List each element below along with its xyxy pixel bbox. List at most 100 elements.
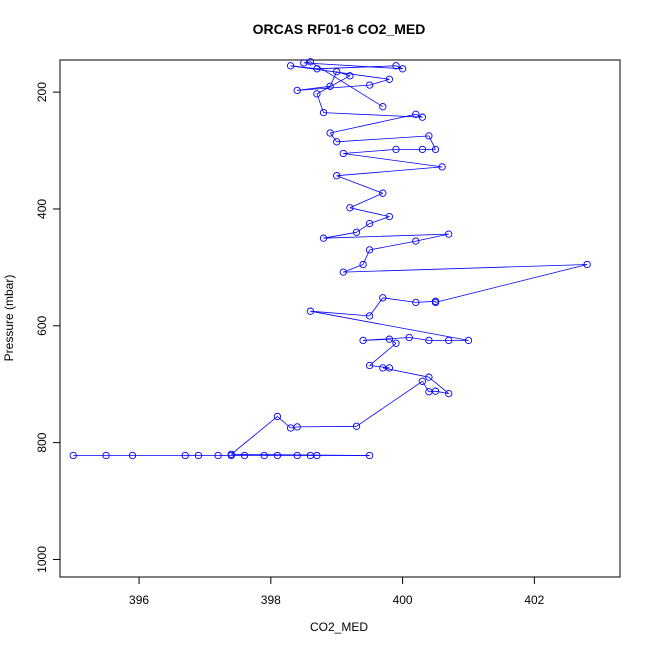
data-point <box>418 113 427 121</box>
series-line-segment <box>329 71 338 87</box>
data-point <box>379 103 387 111</box>
series-line-segment <box>323 112 423 118</box>
series-line-segment <box>310 310 469 341</box>
data-point <box>333 68 341 76</box>
data-point <box>227 450 235 458</box>
x-tick-label: 398 <box>261 593 281 607</box>
x-tick-label: 400 <box>393 593 413 607</box>
series-line-segment <box>389 338 397 344</box>
data-point <box>412 237 420 245</box>
data-point <box>273 412 282 421</box>
data-point <box>365 246 374 254</box>
data-point <box>431 298 440 307</box>
y-tick-label: 800 <box>35 432 49 452</box>
series-line-segment <box>329 132 338 143</box>
data-point <box>346 72 354 80</box>
series-line-segment <box>336 166 443 177</box>
x-axis-label: CO2_MED <box>310 620 368 634</box>
data-point <box>333 172 341 180</box>
series-line-segment <box>336 175 383 194</box>
series-line-segment <box>349 207 390 217</box>
x-tick-label: 402 <box>524 593 544 607</box>
data-point <box>412 110 420 118</box>
series-line-segment <box>369 297 384 317</box>
data-point <box>365 451 374 460</box>
data-point <box>326 82 334 90</box>
data-point <box>319 108 328 117</box>
series-line-segment <box>356 380 423 427</box>
data-point <box>425 373 433 381</box>
series-line-segment <box>310 310 370 317</box>
y-tick-label: 600 <box>35 315 49 335</box>
data-point <box>412 298 420 307</box>
y-tick-label: 400 <box>35 199 49 219</box>
data-point <box>339 149 347 158</box>
series-line-segment <box>382 367 429 378</box>
series-line-segment <box>297 425 357 428</box>
data-point <box>359 336 367 345</box>
x-axis: 396 398 400 402 <box>129 576 545 607</box>
data-point <box>181 451 189 460</box>
data-point <box>385 335 394 343</box>
series-line-segment <box>428 376 449 394</box>
series-line-segment <box>356 223 370 233</box>
data-point <box>69 451 77 460</box>
data-point <box>240 451 249 460</box>
data-point <box>438 163 446 171</box>
series-line-segment <box>277 416 291 429</box>
data-point <box>306 307 315 315</box>
data-point <box>313 65 321 73</box>
data-point <box>293 423 301 431</box>
y-tick-label: 1000 <box>35 546 49 573</box>
series-line-segment <box>290 65 317 70</box>
data-point <box>319 234 328 242</box>
data-point <box>102 451 110 460</box>
data-point <box>365 219 374 228</box>
series-line-segment <box>382 297 416 303</box>
data-point <box>392 62 400 70</box>
data-point <box>431 387 440 395</box>
data-point <box>352 228 361 236</box>
series-line-segment <box>343 264 588 273</box>
data-point <box>379 189 387 197</box>
data-point <box>583 260 591 269</box>
data-point <box>464 336 473 345</box>
data-point <box>405 333 413 342</box>
series-line-segment <box>435 264 588 303</box>
data-point <box>385 212 394 221</box>
series-line-segment <box>336 135 429 143</box>
series-line-segment <box>428 135 436 150</box>
x-tick-label: 396 <box>129 593 149 607</box>
series-line-segment <box>310 61 384 108</box>
series-line-segment <box>349 192 383 209</box>
data-point <box>425 336 433 345</box>
series-line-segment <box>330 113 416 134</box>
data-point <box>418 377 427 385</box>
data-point <box>346 204 354 212</box>
data-point <box>385 75 394 83</box>
data-point <box>313 451 321 460</box>
data-point <box>365 81 374 89</box>
data-point <box>431 145 440 154</box>
series-line-segment <box>369 342 397 366</box>
series-line-segment <box>343 153 443 168</box>
y-axis-label: Pressure (mbar) <box>2 275 16 362</box>
series-line-segment <box>316 65 397 70</box>
data-point <box>313 90 321 98</box>
data-point <box>260 451 268 460</box>
series-line-segment <box>303 62 403 70</box>
data-point <box>273 451 282 460</box>
data-point <box>445 336 453 345</box>
plot-frame <box>59 59 621 578</box>
data-point <box>445 389 453 398</box>
series-line-segment <box>422 381 430 393</box>
data-point <box>293 86 301 95</box>
series-line-segment <box>415 233 449 242</box>
series-line-segment <box>435 390 449 394</box>
series-line-segment <box>343 149 397 154</box>
data-point <box>286 62 295 70</box>
series-line-segment <box>362 249 370 265</box>
data-point <box>392 339 400 347</box>
data-point <box>379 294 387 302</box>
